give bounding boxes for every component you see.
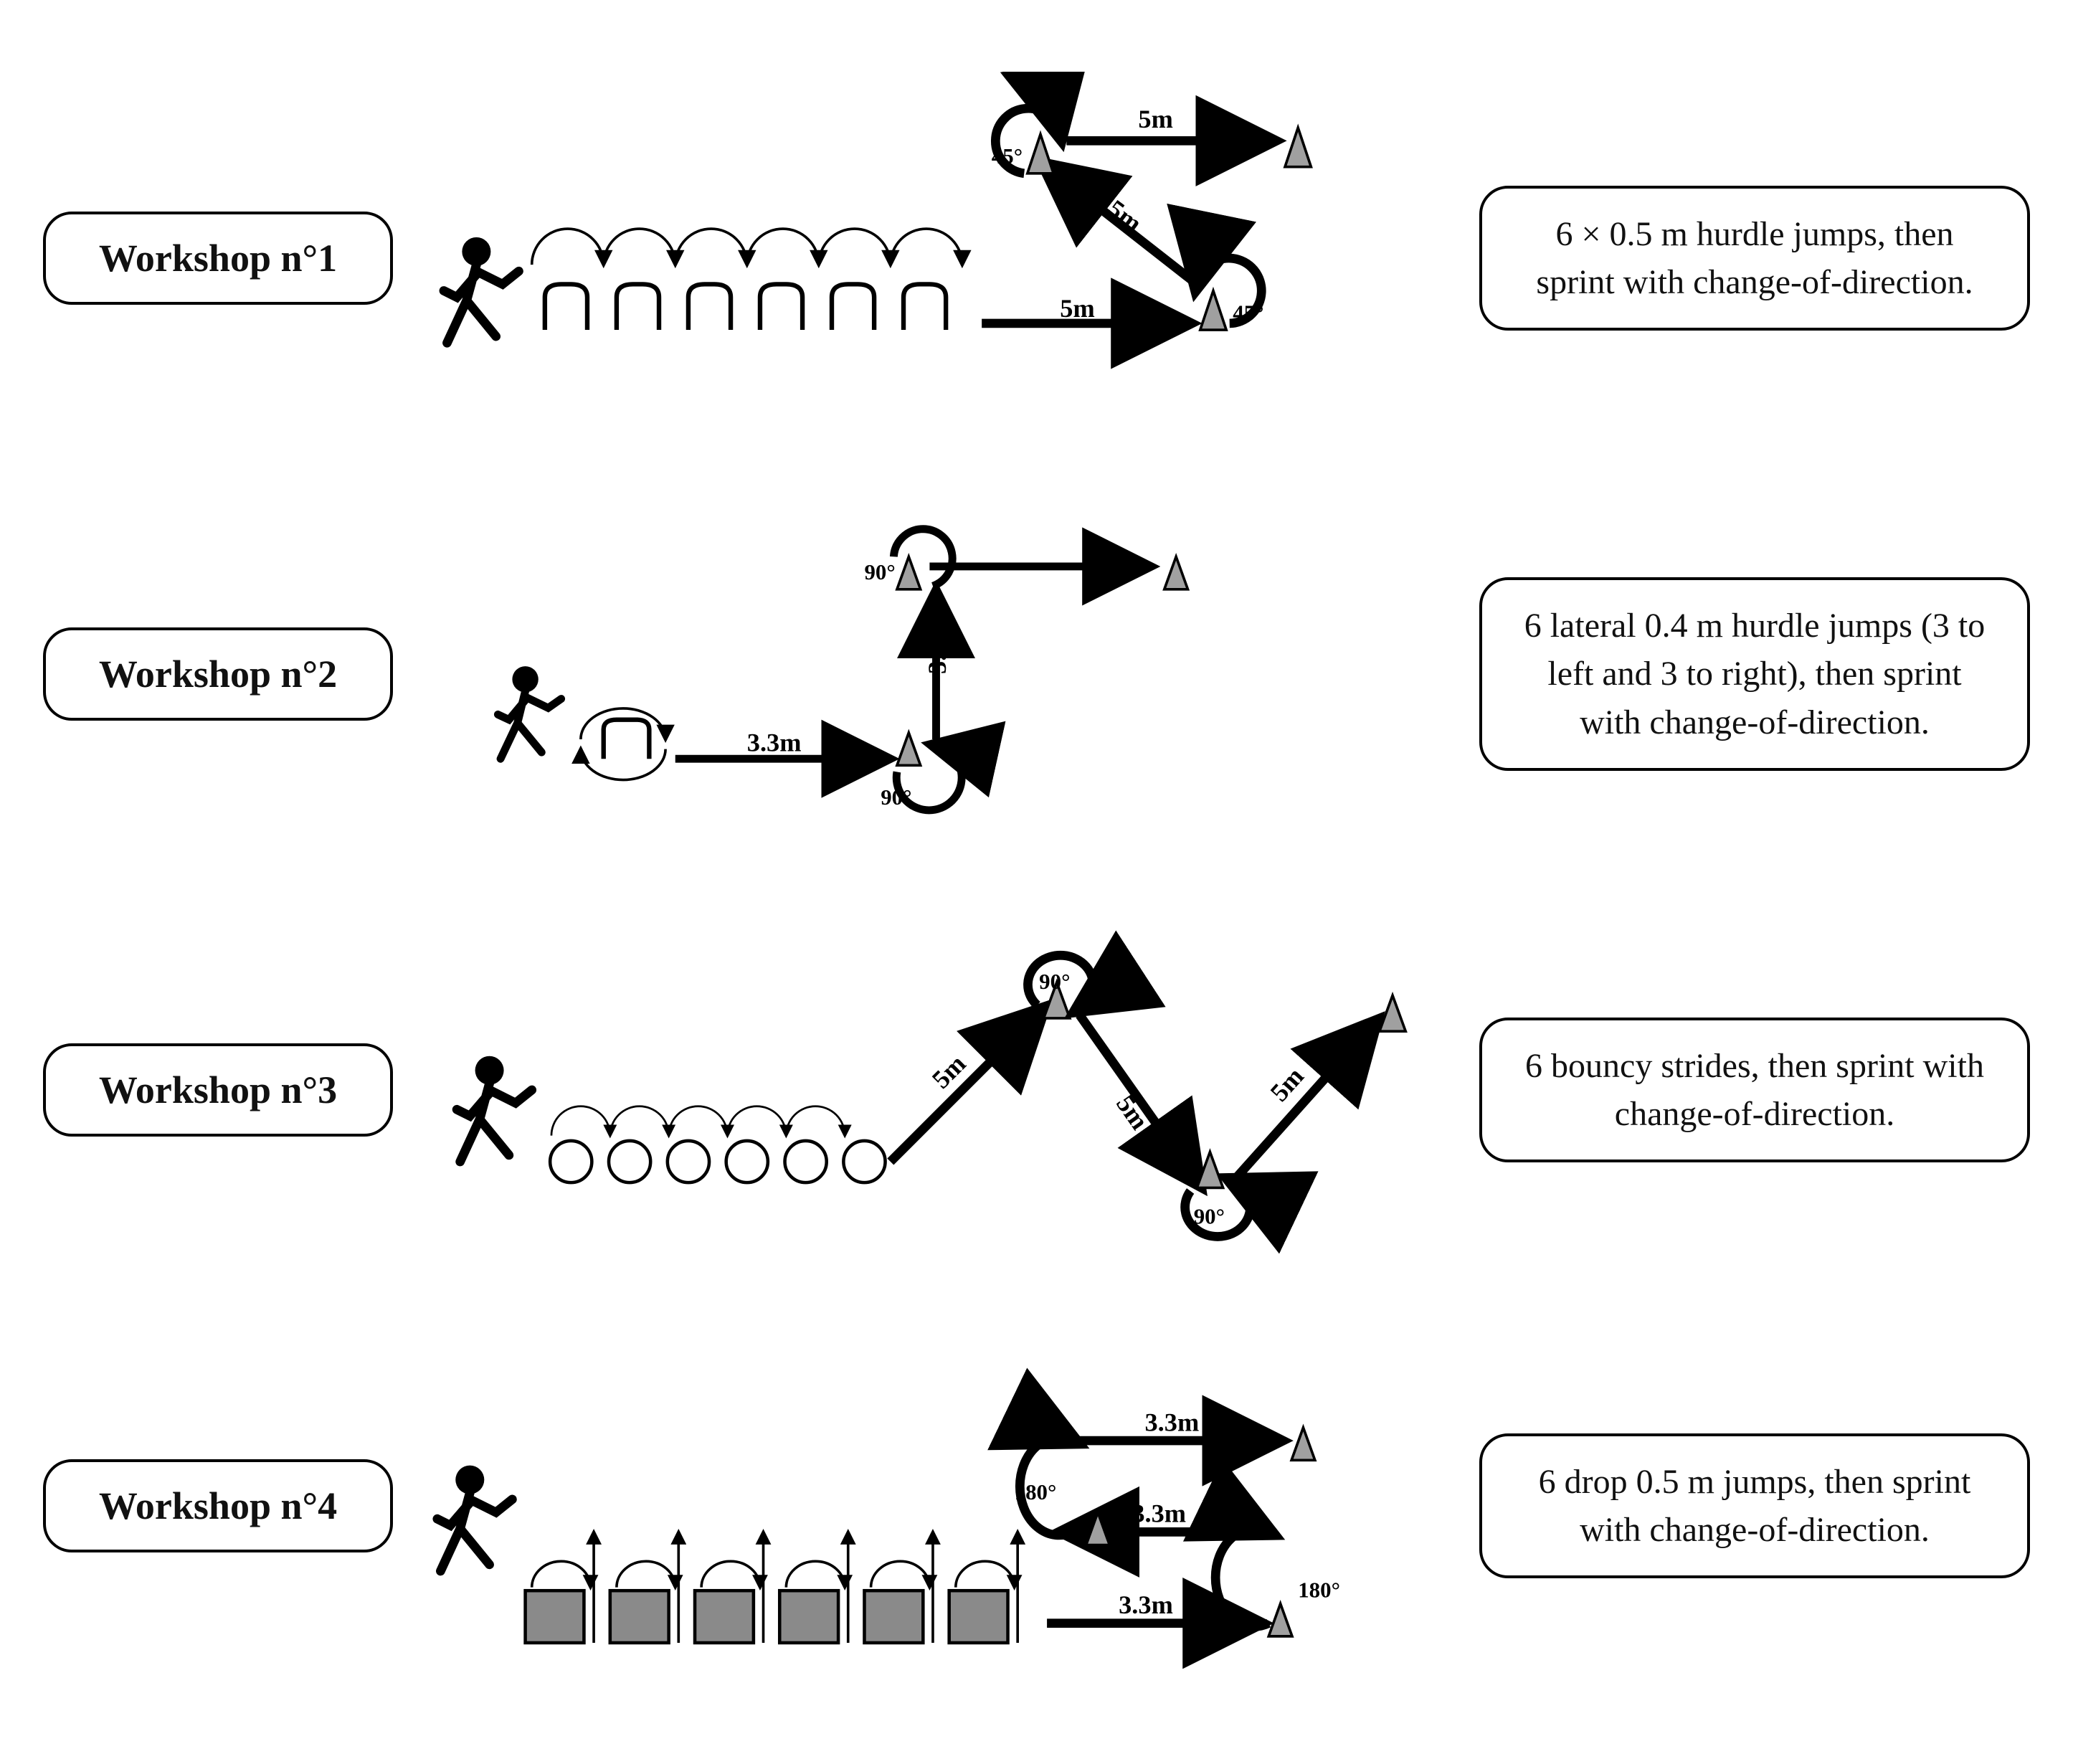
workshop-diagram-3: 5m 90° 5m 90° 5m bbox=[414, 904, 1458, 1276]
svg-text:90°: 90° bbox=[1039, 969, 1070, 994]
svg-text:3.3m: 3.3m bbox=[923, 620, 952, 674]
workshop-label-1: Workshop n°1 bbox=[43, 212, 393, 305]
sprint-path-4: 3.3m 180° 3.3m 180° 3.3m bbox=[1015, 1408, 1340, 1636]
workshop-label-3: Workshop n°3 bbox=[43, 1043, 393, 1137]
cone-icon bbox=[1028, 134, 1053, 174]
cone-icon bbox=[1164, 556, 1188, 589]
hurdles-1 bbox=[532, 229, 962, 330]
page: Workshop n°1 bbox=[0, 0, 2073, 1764]
workshop-row-2: Workshop n°2 bbox=[43, 488, 2030, 860]
sprint-path-3: 5m 90° 5m 90° 5m bbox=[891, 955, 1405, 1236]
workshop-label-4: Workshop n°4 bbox=[43, 1459, 393, 1552]
workshop-desc-4: 6 drop 0.5 m jumps, then sprint with cha… bbox=[1479, 1433, 2030, 1578]
workshop-row-4: Workshop n°4 bbox=[43, 1319, 2030, 1692]
runner-icon bbox=[437, 1466, 513, 1571]
workshop-desc-1: 6 × 0.5 m hurdle jumps, then sprint with… bbox=[1479, 186, 2030, 331]
workshop-desc-2: 6 lateral 0.4 m hurdle jumps (3 to left … bbox=[1479, 577, 2030, 771]
cone-icon bbox=[897, 556, 921, 589]
svg-text:5m: 5m bbox=[1111, 1090, 1154, 1135]
svg-text:5m: 5m bbox=[1102, 194, 1147, 238]
svg-text:90°: 90° bbox=[881, 784, 911, 810]
svg-text:45°: 45° bbox=[992, 143, 1023, 169]
svg-text:90°: 90° bbox=[864, 559, 895, 584]
lateral-hurdle bbox=[581, 708, 665, 780]
workshop-row-3: Workshop n°3 bbox=[43, 904, 2030, 1276]
svg-text:180°: 180° bbox=[1298, 1577, 1340, 1602]
workshop-diagram-2: 3.3m 90° 3.3m 90° bbox=[414, 488, 1458, 860]
svg-text:90°: 90° bbox=[1194, 1203, 1225, 1228]
cone-icon bbox=[1380, 995, 1405, 1031]
drop-boxes bbox=[526, 1532, 1018, 1643]
cone-icon bbox=[897, 733, 921, 765]
workshop-diagram-4: 3.3m 180° 3.3m 180° 3.3m bbox=[414, 1319, 1458, 1692]
cone-icon bbox=[1200, 290, 1226, 330]
bouncy-strides bbox=[550, 1106, 885, 1182]
workshop-row-1: Workshop n°1 bbox=[43, 72, 2030, 445]
svg-text:3.3m: 3.3m bbox=[1119, 1590, 1173, 1619]
cone-icon bbox=[1285, 128, 1311, 167]
cone-icon bbox=[1197, 1152, 1223, 1187]
workshop-desc-3: 6 bouncy strides, then sprint with chang… bbox=[1479, 1018, 2030, 1162]
workshop-label-2: Workshop n°2 bbox=[43, 627, 393, 721]
runner-icon bbox=[444, 237, 519, 343]
runner-icon bbox=[457, 1056, 532, 1162]
svg-text:180°: 180° bbox=[1015, 1479, 1057, 1504]
workshop-diagram-1: 5m 45° 5m 45° 5m bbox=[414, 72, 1458, 445]
sprint-path-1: 5m 45° 5m 45° 5m bbox=[982, 105, 1311, 330]
svg-text:5m: 5m bbox=[1138, 105, 1172, 133]
svg-text:3.3m: 3.3m bbox=[747, 728, 802, 757]
runner-icon bbox=[498, 666, 561, 759]
dist-label: 5m bbox=[1060, 294, 1094, 323]
cone-icon bbox=[1268, 1603, 1292, 1636]
svg-text:45°: 45° bbox=[1233, 300, 1263, 325]
svg-text:3.3m: 3.3m bbox=[1132, 1499, 1186, 1528]
cone-icon bbox=[1291, 1428, 1315, 1460]
svg-text:3.3m: 3.3m bbox=[1145, 1408, 1200, 1436]
